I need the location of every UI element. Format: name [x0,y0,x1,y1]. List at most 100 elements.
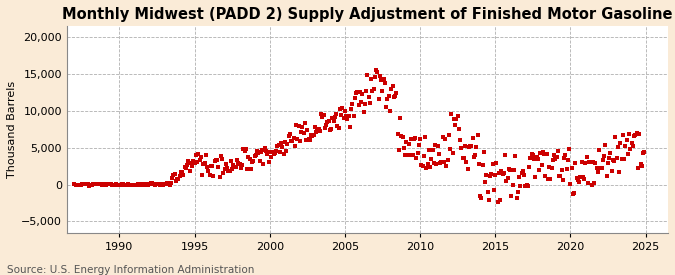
Point [497,172,508,177]
Point [624,131,634,136]
Point [429,161,439,165]
Point [551,155,562,160]
Point [256,150,267,154]
Point [174,174,185,178]
Point [228,163,239,167]
Point [161,182,171,186]
Point [603,161,614,165]
Point [153,182,163,186]
Point [281,149,292,153]
Point [350,96,360,100]
Point [529,157,539,162]
Point [319,125,330,130]
Point [259,146,270,150]
Point [224,169,235,173]
Title: Monthly Midwest (PADD 2) Supply Adjustment of Finished Motor Gasoline: Monthly Midwest (PADD 2) Supply Adjustme… [62,7,673,22]
Point [569,191,580,195]
Point [510,153,520,158]
Point [465,144,476,148]
Point [348,114,359,118]
Point [127,183,138,187]
Point [550,157,561,161]
Point [539,152,549,156]
Point [169,172,180,177]
Point [89,182,100,186]
Point [379,81,390,85]
Point [170,178,181,183]
Point [427,147,438,152]
Point [103,182,113,187]
Point [183,159,194,163]
Point [575,175,586,179]
Point [521,183,532,187]
Point [514,175,524,180]
Point [446,112,457,116]
Point [612,144,623,149]
Point [188,159,198,163]
Point [300,138,311,142]
Point [74,182,85,187]
Point [80,182,91,187]
Point [568,192,578,196]
Point [200,153,211,157]
Point [404,153,415,158]
Point [637,164,647,168]
Point [88,182,99,187]
Point [171,177,182,182]
Point [148,182,159,186]
Point [581,155,592,160]
Point [483,190,493,195]
Point [614,169,624,174]
Point [269,150,280,155]
Point [454,127,464,132]
Point [366,77,377,81]
Point [76,182,87,186]
Point [361,89,372,93]
Point [215,153,226,158]
Point [248,158,259,163]
Point [300,121,310,126]
Point [101,182,112,186]
Point [600,143,611,147]
Point [179,165,190,169]
Point [223,169,234,173]
Point [432,144,443,148]
Point [190,153,201,157]
Point [99,182,110,187]
Point [146,181,157,185]
Point [333,125,344,130]
Point [576,160,587,164]
Point [451,117,462,121]
Point [192,160,202,165]
Point [591,166,602,170]
Point [124,182,135,187]
Point [331,112,342,117]
Point [291,123,302,127]
Point [398,146,409,150]
Point [105,182,116,186]
Point [225,158,236,163]
Point [612,156,622,160]
Point [401,140,412,144]
Point [347,102,358,106]
Point [437,134,448,139]
Point [328,119,339,123]
Point [218,171,229,175]
Point [222,166,233,170]
Point [630,133,641,137]
Point [84,183,95,188]
Point [518,172,529,177]
Point [70,183,81,187]
Point [302,128,313,133]
Point [317,114,328,119]
Point [615,141,626,145]
Point [110,182,121,186]
Point [608,158,618,163]
Point [136,183,147,187]
Point [129,183,140,187]
Point [296,130,306,134]
Point [134,183,145,187]
Point [288,136,299,140]
Point [107,183,117,187]
Point [487,162,498,166]
